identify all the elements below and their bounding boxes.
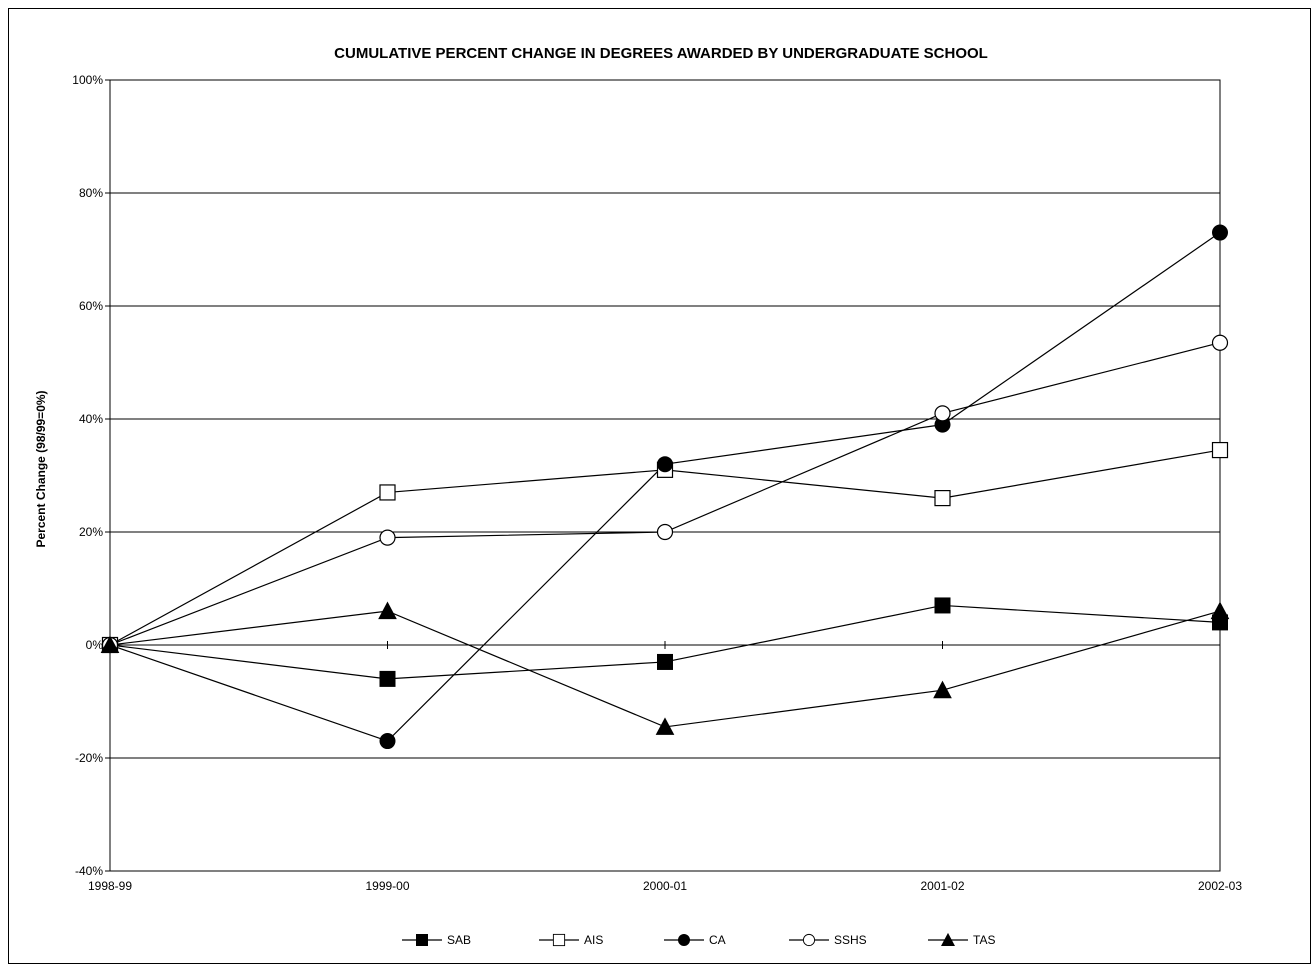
legend-marker-ais <box>552 933 566 947</box>
y-tick-label: 0% <box>86 638 104 652</box>
legend-symbol-ais <box>552 933 566 947</box>
legend-label-sab: SAB <box>447 933 471 947</box>
legend-symbol-ca <box>678 934 690 946</box>
y-axis-title: Percent Change (98/99=0%) <box>34 390 48 547</box>
x-tick-label: 2000-01 <box>643 879 687 893</box>
data-point-tas <box>378 601 397 620</box>
chart-title: CUMULATIVE PERCENT CHANGE IN DEGREES AWA… <box>334 45 988 62</box>
data-point-ca <box>1212 224 1228 241</box>
data-point-tas <box>933 680 952 699</box>
series-line-ais <box>109 449 1221 646</box>
x-tick-label: 1999-00 <box>365 879 409 893</box>
data-point-sab <box>657 653 673 670</box>
data-point-tas <box>655 717 675 735</box>
x-tick-label: 1998-99 <box>88 879 132 893</box>
legend-symbol-sab <box>416 934 428 946</box>
x-tick-label: 2001-02 <box>920 879 964 893</box>
data-point-sshs <box>656 523 674 541</box>
y-tick-label: -40% <box>75 864 103 878</box>
legend-marker-ca <box>678 934 690 946</box>
data-point-ca <box>657 456 673 473</box>
series <box>100 224 1230 750</box>
data-point-ais <box>379 484 396 501</box>
data-point-sab <box>379 670 396 687</box>
data-point-ais <box>934 490 951 507</box>
legend-label-tas: TAS <box>973 933 995 947</box>
chart: CUMULATIVE PERCENT CHANGE IN DEGREES AWA… <box>34 45 1242 947</box>
chart-frame: CUMULATIVE PERCENT CHANGE IN DEGREES AWA… <box>8 8 1311 964</box>
legend-label-ca: CA <box>709 933 726 947</box>
data-point-ca <box>379 733 396 750</box>
legend-marker-sab <box>416 934 428 946</box>
y-tick-label: 100% <box>72 73 103 87</box>
legend-marker-tas <box>941 932 955 946</box>
y-tick-label: 80% <box>79 186 103 200</box>
y-tick-label: -20% <box>75 751 103 765</box>
y-tick-label: 20% <box>79 525 103 539</box>
data-point-sshs <box>379 529 396 546</box>
y-tick-label: 60% <box>79 299 103 313</box>
legend: SAB AIS CA SSHS TAS <box>402 932 995 947</box>
x-tick-label: 2002-03 <box>1198 879 1242 893</box>
series-line-sshs <box>109 342 1221 646</box>
legend-label-sshs: SSHS <box>834 933 867 947</box>
y-tick-label: 40% <box>79 412 103 426</box>
data-point-sshs <box>1211 334 1229 351</box>
data-point-ais <box>1211 441 1229 459</box>
legend-marker-sshs <box>802 933 816 947</box>
data-point-sshs <box>934 405 951 422</box>
axes: -40% -20% 0% 20% 40% 60% 80% 100% 1998-99 1999-00… <box>72 73 1242 893</box>
legend-symbol-sshs <box>802 933 816 947</box>
data-point-tas <box>100 635 120 653</box>
plot-area <box>109 79 1221 872</box>
data-point-sab <box>934 597 951 614</box>
data-point-tas <box>1210 601 1230 620</box>
legend-label-ais: AIS <box>584 933 603 947</box>
legend-symbol-tas <box>941 932 955 946</box>
